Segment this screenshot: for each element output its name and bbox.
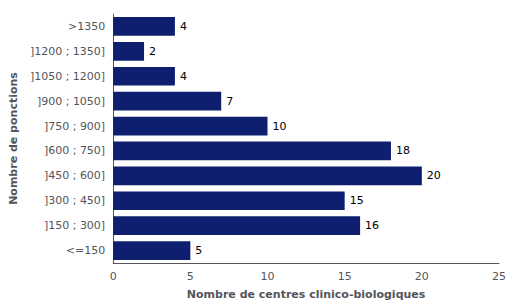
svg-text:]750 ; 900]: ]750 ; 900] [44,120,105,133]
svg-text:20: 20 [427,169,441,182]
svg-text:Nombre de centres clinico-biol: Nombre de centres clinico-biologiques [187,288,426,301]
svg-text:10: 10 [273,120,287,133]
svg-text:]1050 ; 1200]: ]1050 ; 1200] [30,70,105,83]
svg-text:20: 20 [415,270,429,283]
svg-text:]600 ; 750]: ]600 ; 750] [44,144,105,157]
svg-text:]450 ; 600]: ]450 ; 600] [44,169,105,182]
svg-text:15: 15 [350,194,364,207]
svg-text:18: 18 [396,144,410,157]
svg-text:2: 2 [149,45,156,58]
svg-text:]900 ; 1050]: ]900 ; 1050] [37,95,105,108]
svg-text:5: 5 [187,270,194,283]
svg-text:<=150: <=150 [66,244,105,257]
svg-text:]300 ; 450]: ]300 ; 450] [44,194,105,207]
svg-text:5: 5 [195,244,202,257]
svg-text:0: 0 [110,270,117,283]
svg-text:16: 16 [365,219,379,232]
svg-text:]1200 ; 1350]: ]1200 ; 1350] [30,45,105,58]
svg-text:25: 25 [492,270,506,283]
svg-text:>1350: >1350 [68,20,105,33]
svg-text:15: 15 [338,270,352,283]
svg-text:]150 ; 300]: ]150 ; 300] [44,219,105,232]
svg-text:10: 10 [261,270,275,283]
svg-text:Nombre de ponctions: Nombre de ponctions [7,72,20,205]
svg-text:4: 4 [180,20,187,33]
svg-text:7: 7 [226,95,233,108]
svg-text:4: 4 [180,70,187,83]
